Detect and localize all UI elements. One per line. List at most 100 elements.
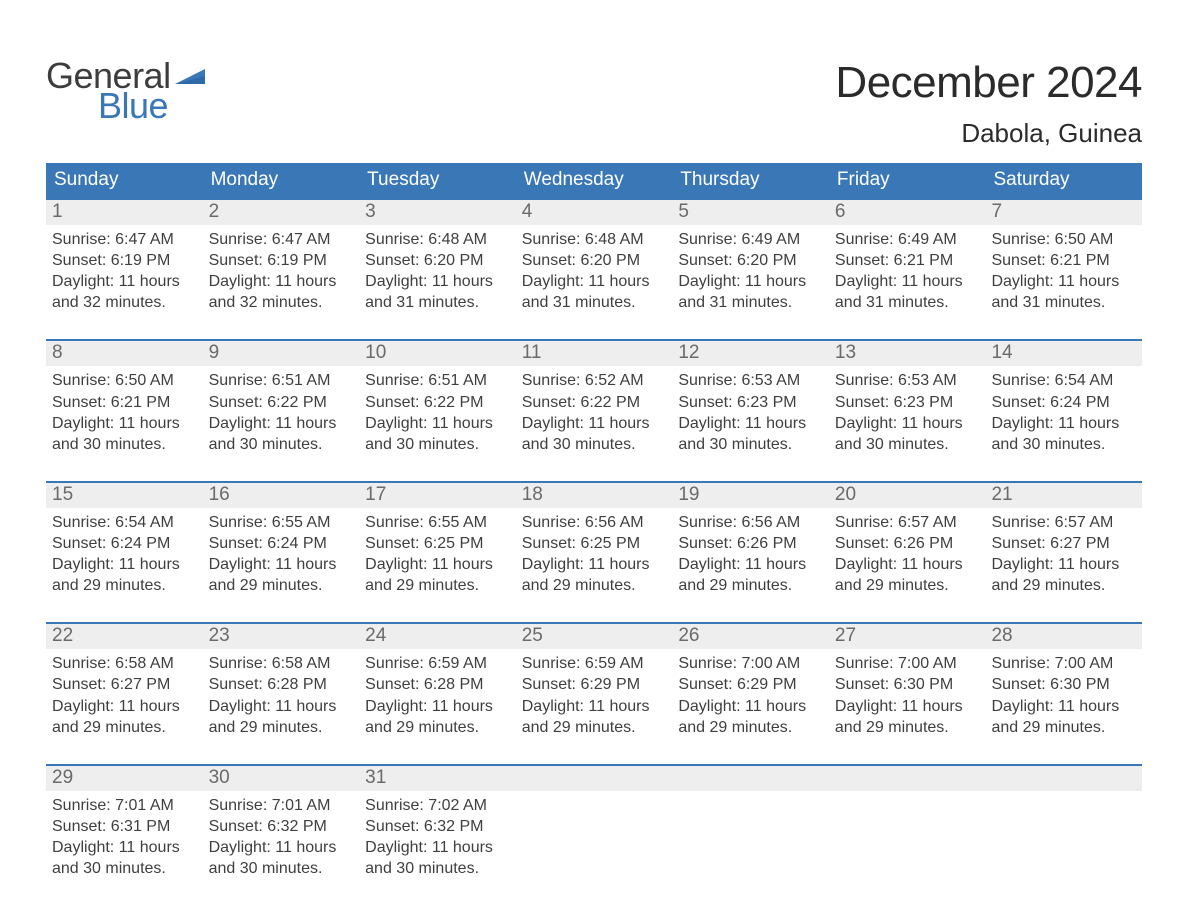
- sunset-text: Sunset: 6:22 PM: [209, 392, 354, 413]
- day-cell: 21Sunrise: 6:57 AMSunset: 6:27 PMDayligh…: [985, 483, 1142, 596]
- sunrise-text: Sunrise: 6:53 AM: [678, 370, 823, 391]
- daylight-text: Daylight: 11 hours and 30 minutes.: [52, 413, 197, 455]
- day-number: 2: [203, 200, 360, 225]
- sunrise-text: Sunrise: 6:54 AM: [991, 370, 1136, 391]
- weekday-header: Tuesday: [359, 163, 516, 198]
- daylight-text: Daylight: 11 hours and 29 minutes.: [522, 696, 667, 738]
- sunset-text: Sunset: 6:21 PM: [991, 250, 1136, 271]
- week-row: 29Sunrise: 7:01 AMSunset: 6:31 PMDayligh…: [46, 764, 1142, 879]
- day-body: Sunrise: 7:00 AMSunset: 6:30 PMDaylight:…: [829, 649, 986, 737]
- sunrise-text: Sunrise: 6:51 AM: [365, 370, 510, 391]
- day-number: [672, 766, 829, 791]
- day-body: Sunrise: 6:53 AMSunset: 6:23 PMDaylight:…: [672, 366, 829, 454]
- weekday-header-row: SundayMondayTuesdayWednesdayThursdayFrid…: [46, 163, 1142, 198]
- day-body: Sunrise: 6:50 AMSunset: 6:21 PMDaylight:…: [46, 366, 203, 454]
- sunset-text: Sunset: 6:29 PM: [678, 674, 823, 695]
- day-number: 21: [985, 483, 1142, 508]
- day-body: Sunrise: 6:57 AMSunset: 6:27 PMDaylight:…: [985, 508, 1142, 596]
- sunset-text: Sunset: 6:28 PM: [209, 674, 354, 695]
- sunrise-text: Sunrise: 6:58 AM: [52, 653, 197, 674]
- weekday-header: Sunday: [46, 163, 203, 198]
- day-cell: 30Sunrise: 7:01 AMSunset: 6:32 PMDayligh…: [203, 766, 360, 879]
- day-body: Sunrise: 6:50 AMSunset: 6:21 PMDaylight:…: [985, 225, 1142, 313]
- sunset-text: Sunset: 6:21 PM: [835, 250, 980, 271]
- daylight-text: Daylight: 11 hours and 29 minutes.: [991, 696, 1136, 738]
- sunset-text: Sunset: 6:26 PM: [678, 533, 823, 554]
- sunrise-text: Sunrise: 6:49 AM: [678, 229, 823, 250]
- daylight-text: Daylight: 11 hours and 30 minutes.: [522, 413, 667, 455]
- daylight-text: Daylight: 11 hours and 29 minutes.: [365, 696, 510, 738]
- day-body: Sunrise: 6:48 AMSunset: 6:20 PMDaylight:…: [516, 225, 673, 313]
- location-label: Dabola, Guinea: [835, 118, 1142, 149]
- day-number: 3: [359, 200, 516, 225]
- sunset-text: Sunset: 6:22 PM: [365, 392, 510, 413]
- weekday-header: Monday: [203, 163, 360, 198]
- daylight-text: Daylight: 11 hours and 29 minutes.: [835, 554, 980, 596]
- day-number: 23: [203, 624, 360, 649]
- sunset-text: Sunset: 6:32 PM: [209, 816, 354, 837]
- day-cell: 18Sunrise: 6:56 AMSunset: 6:25 PMDayligh…: [516, 483, 673, 596]
- day-body: Sunrise: 6:56 AMSunset: 6:25 PMDaylight:…: [516, 508, 673, 596]
- sunrise-text: Sunrise: 6:50 AM: [991, 229, 1136, 250]
- day-number: 1: [46, 200, 203, 225]
- sunrise-text: Sunrise: 6:48 AM: [365, 229, 510, 250]
- sunset-text: Sunset: 6:20 PM: [678, 250, 823, 271]
- day-number: 5: [672, 200, 829, 225]
- sunset-text: Sunset: 6:32 PM: [365, 816, 510, 837]
- sunset-text: Sunset: 6:20 PM: [365, 250, 510, 271]
- day-body: Sunrise: 7:01 AMSunset: 6:31 PMDaylight:…: [46, 791, 203, 879]
- daylight-text: Daylight: 11 hours and 30 minutes.: [209, 837, 354, 879]
- daylight-text: Daylight: 11 hours and 31 minutes.: [835, 271, 980, 313]
- day-number: [985, 766, 1142, 791]
- day-cell: 20Sunrise: 6:57 AMSunset: 6:26 PMDayligh…: [829, 483, 986, 596]
- day-body: Sunrise: 6:59 AMSunset: 6:29 PMDaylight:…: [516, 649, 673, 737]
- sunset-text: Sunset: 6:23 PM: [835, 392, 980, 413]
- daylight-text: Daylight: 11 hours and 31 minutes.: [991, 271, 1136, 313]
- sunrise-text: Sunrise: 6:55 AM: [209, 512, 354, 533]
- sunset-text: Sunset: 6:19 PM: [52, 250, 197, 271]
- day-cell: 10Sunrise: 6:51 AMSunset: 6:22 PMDayligh…: [359, 341, 516, 454]
- sunrise-text: Sunrise: 7:01 AM: [209, 795, 354, 816]
- sunrise-text: Sunrise: 7:00 AM: [991, 653, 1136, 674]
- sunset-text: Sunset: 6:24 PM: [52, 533, 197, 554]
- daylight-text: Daylight: 11 hours and 29 minutes.: [209, 554, 354, 596]
- day-cell: 26Sunrise: 7:00 AMSunset: 6:29 PMDayligh…: [672, 624, 829, 737]
- daylight-text: Daylight: 11 hours and 29 minutes.: [522, 554, 667, 596]
- day-cell: 28Sunrise: 7:00 AMSunset: 6:30 PMDayligh…: [985, 624, 1142, 737]
- sunset-text: Sunset: 6:20 PM: [522, 250, 667, 271]
- day-cell: 19Sunrise: 6:56 AMSunset: 6:26 PMDayligh…: [672, 483, 829, 596]
- day-body: Sunrise: 6:52 AMSunset: 6:22 PMDaylight:…: [516, 366, 673, 454]
- day-number: 28: [985, 624, 1142, 649]
- day-body: Sunrise: 6:49 AMSunset: 6:20 PMDaylight:…: [672, 225, 829, 313]
- sunset-text: Sunset: 6:27 PM: [52, 674, 197, 695]
- day-number: 20: [829, 483, 986, 508]
- day-number: 14: [985, 341, 1142, 366]
- day-body: Sunrise: 7:01 AMSunset: 6:32 PMDaylight:…: [203, 791, 360, 879]
- week-row: 8Sunrise: 6:50 AMSunset: 6:21 PMDaylight…: [46, 339, 1142, 454]
- sunset-text: Sunset: 6:19 PM: [209, 250, 354, 271]
- day-body: Sunrise: 7:00 AMSunset: 6:29 PMDaylight:…: [672, 649, 829, 737]
- sunrise-text: Sunrise: 6:47 AM: [209, 229, 354, 250]
- day-cell: 14Sunrise: 6:54 AMSunset: 6:24 PMDayligh…: [985, 341, 1142, 454]
- sunrise-text: Sunrise: 6:47 AM: [52, 229, 197, 250]
- sunrise-text: Sunrise: 6:56 AM: [522, 512, 667, 533]
- sunrise-text: Sunrise: 7:01 AM: [52, 795, 197, 816]
- sunset-text: Sunset: 6:31 PM: [52, 816, 197, 837]
- day-number: 26: [672, 624, 829, 649]
- day-number: 13: [829, 341, 986, 366]
- sunrise-text: Sunrise: 6:59 AM: [365, 653, 510, 674]
- week-row: 22Sunrise: 6:58 AMSunset: 6:27 PMDayligh…: [46, 622, 1142, 737]
- sunrise-text: Sunrise: 7:00 AM: [835, 653, 980, 674]
- page-root: General Blue December 2024 Dabola, Guine…: [0, 0, 1188, 919]
- day-body: Sunrise: 6:49 AMSunset: 6:21 PMDaylight:…: [829, 225, 986, 313]
- daylight-text: Daylight: 11 hours and 29 minutes.: [678, 554, 823, 596]
- calendar: SundayMondayTuesdayWednesdayThursdayFrid…: [46, 163, 1142, 879]
- sunset-text: Sunset: 6:30 PM: [835, 674, 980, 695]
- sunset-text: Sunset: 6:29 PM: [522, 674, 667, 695]
- day-body: Sunrise: 6:58 AMSunset: 6:27 PMDaylight:…: [46, 649, 203, 737]
- weekday-header: Wednesday: [516, 163, 673, 198]
- daylight-text: Daylight: 11 hours and 30 minutes.: [835, 413, 980, 455]
- day-body: Sunrise: 6:53 AMSunset: 6:23 PMDaylight:…: [829, 366, 986, 454]
- day-cell: 11Sunrise: 6:52 AMSunset: 6:22 PMDayligh…: [516, 341, 673, 454]
- daylight-text: Daylight: 11 hours and 29 minutes.: [52, 696, 197, 738]
